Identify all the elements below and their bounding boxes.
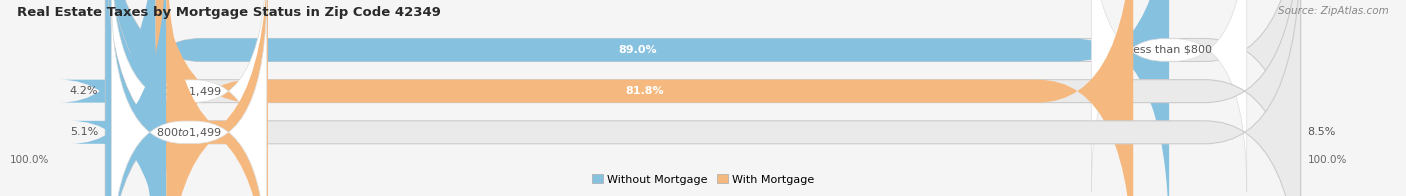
FancyBboxPatch shape <box>105 0 1301 196</box>
FancyBboxPatch shape <box>105 0 1301 196</box>
FancyBboxPatch shape <box>111 0 267 196</box>
Text: Less than $800: Less than $800 <box>1126 45 1212 55</box>
Text: 5.1%: 5.1% <box>70 127 98 137</box>
FancyBboxPatch shape <box>111 0 267 196</box>
Legend: Without Mortgage, With Mortgage: Without Mortgage, With Mortgage <box>588 170 818 189</box>
Text: Source: ZipAtlas.com: Source: ZipAtlas.com <box>1278 6 1389 16</box>
FancyBboxPatch shape <box>60 0 201 196</box>
Text: 4.2%: 4.2% <box>70 86 98 96</box>
FancyBboxPatch shape <box>156 0 1133 196</box>
Text: Real Estate Taxes by Mortgage Status in Zip Code 42349: Real Estate Taxes by Mortgage Status in … <box>17 6 440 19</box>
FancyBboxPatch shape <box>70 0 201 196</box>
FancyBboxPatch shape <box>1091 0 1247 192</box>
Text: 8.5%: 8.5% <box>1308 127 1336 137</box>
FancyBboxPatch shape <box>166 0 269 196</box>
FancyBboxPatch shape <box>105 0 1301 196</box>
Text: 81.8%: 81.8% <box>626 86 664 96</box>
Text: $800 to $1,499: $800 to $1,499 <box>156 126 222 139</box>
Text: 100.0%: 100.0% <box>1308 155 1347 165</box>
Text: $800 to $1,499: $800 to $1,499 <box>156 85 222 98</box>
Text: 100.0%: 100.0% <box>10 155 49 165</box>
Text: 89.0%: 89.0% <box>619 45 657 55</box>
FancyBboxPatch shape <box>105 0 1170 196</box>
